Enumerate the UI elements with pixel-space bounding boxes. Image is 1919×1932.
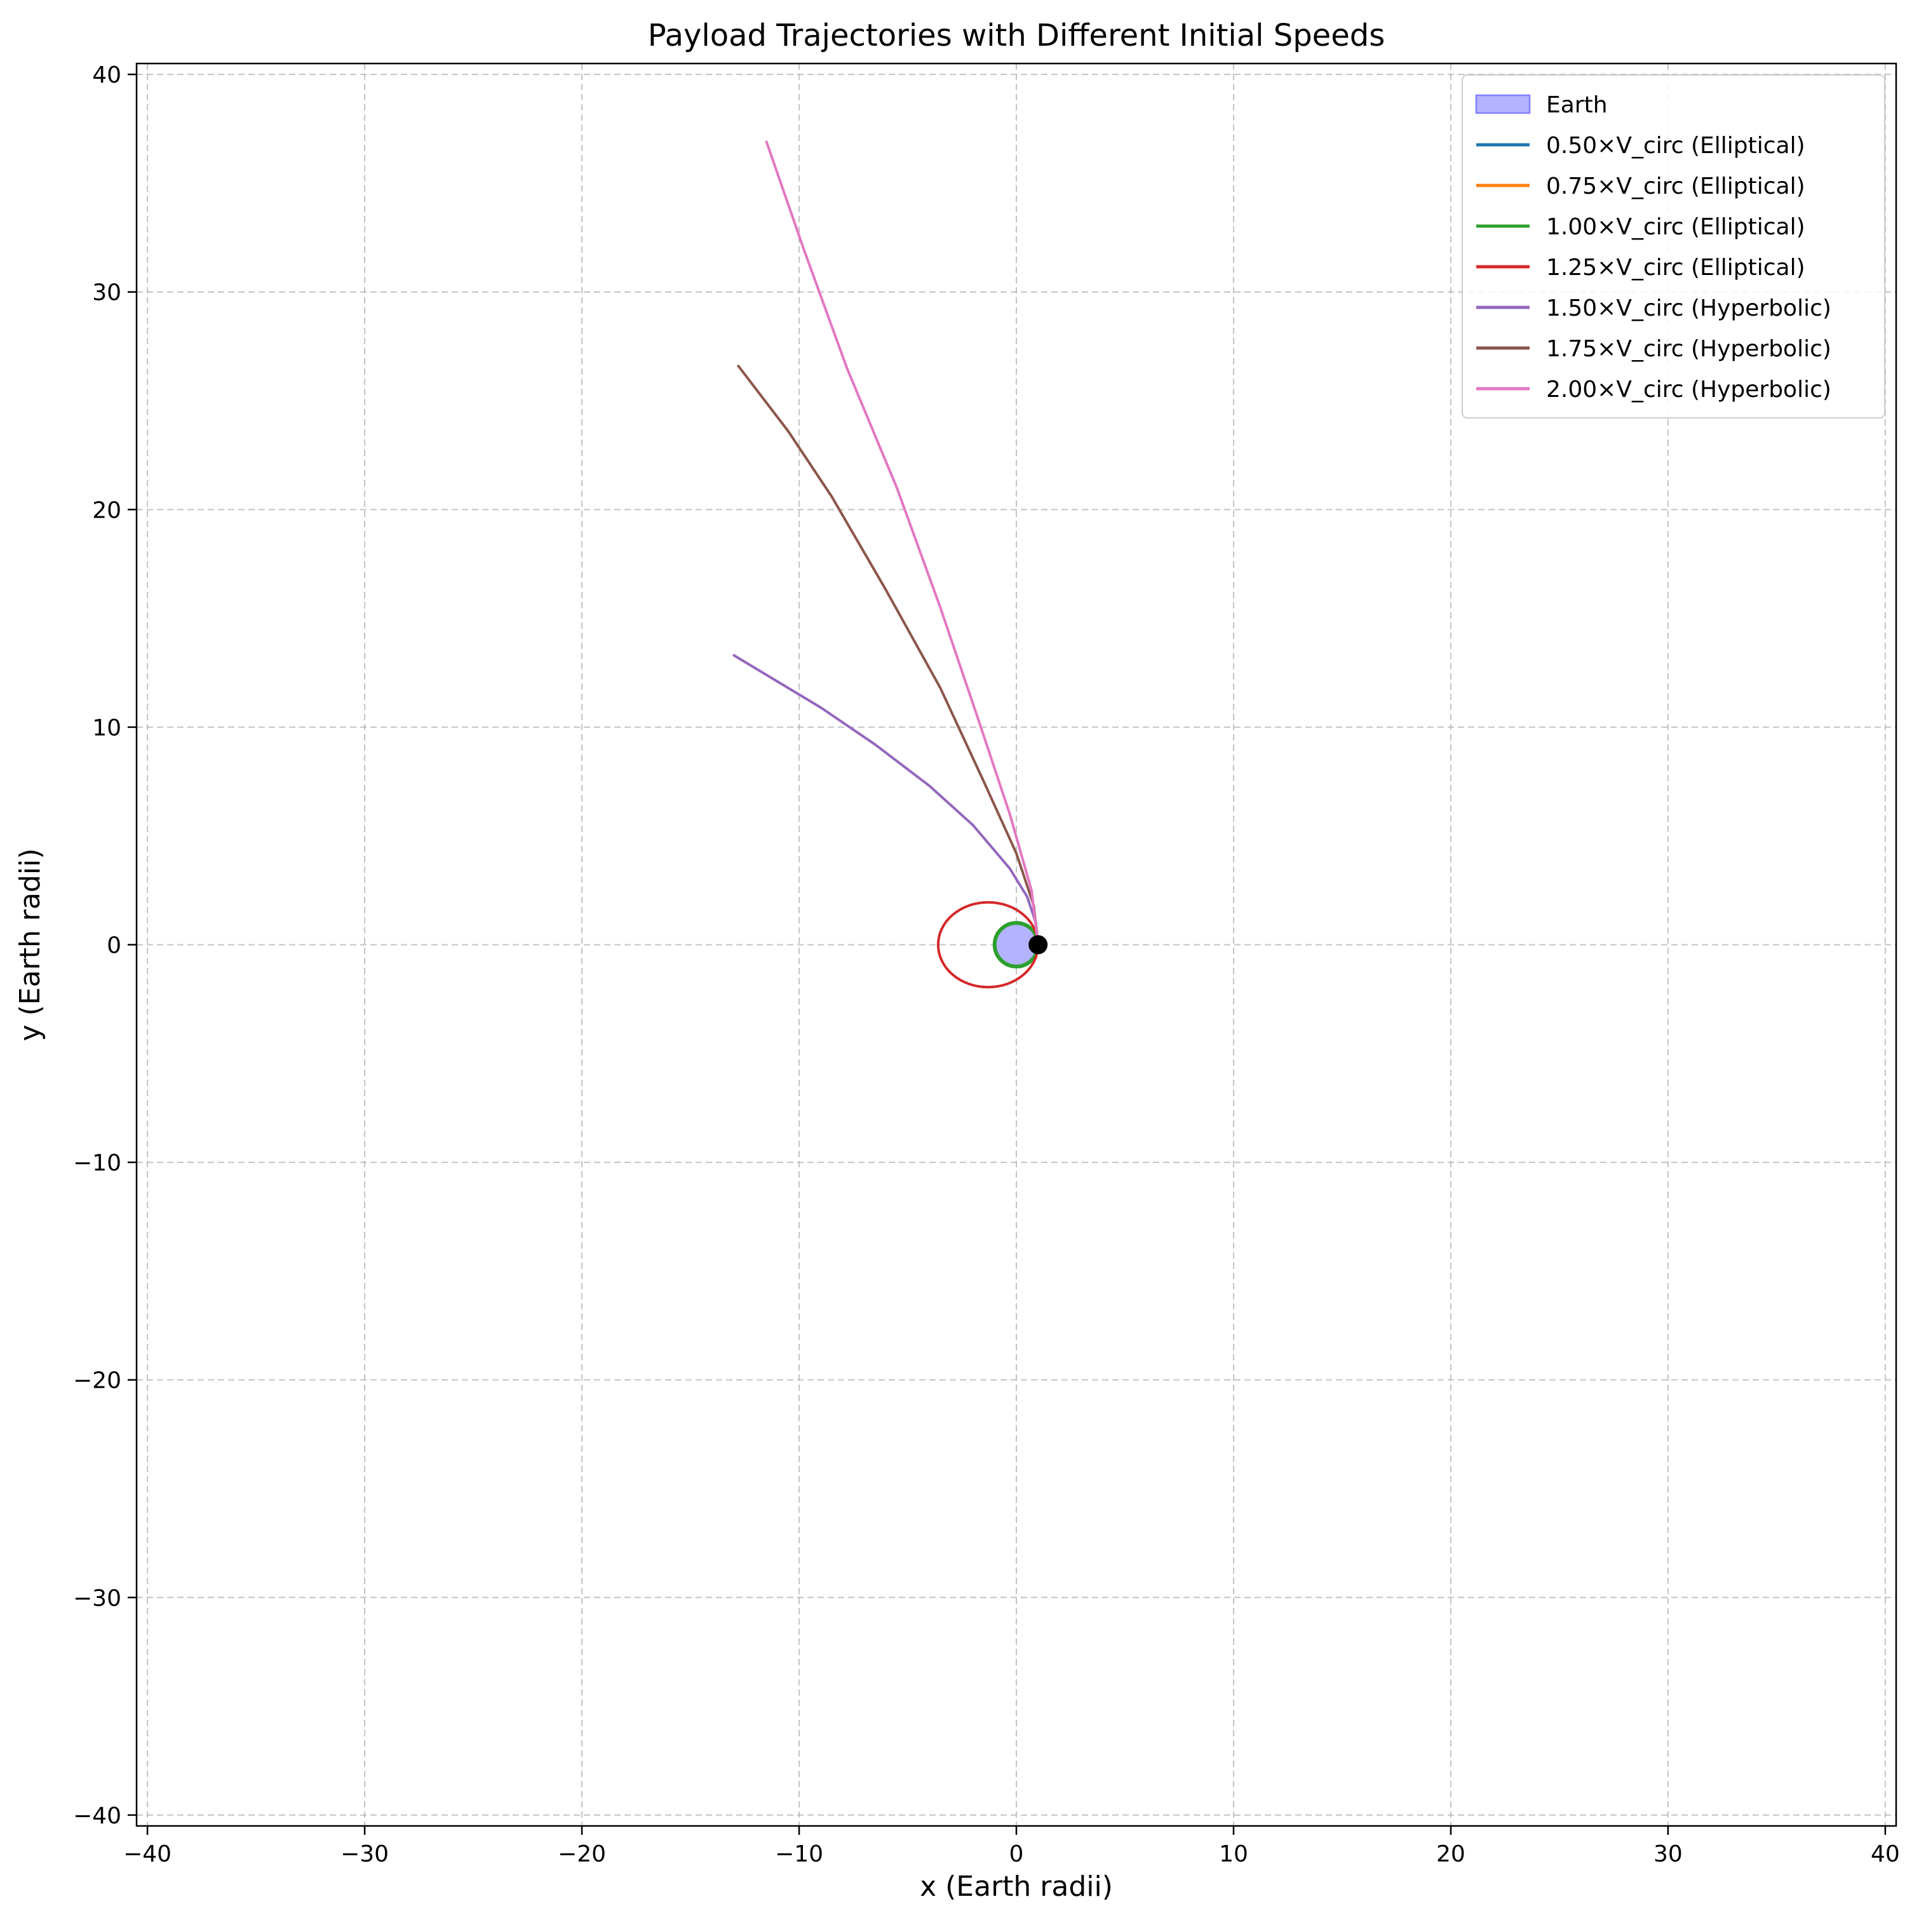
y-axis-label: y (Earth radii) (14, 849, 46, 1042)
legend-label: 1.50×V_circ (Hyperbolic) (1546, 295, 1831, 321)
x-tick-label: 10 (1219, 1841, 1248, 1867)
start-point-marker (1028, 935, 1048, 955)
x-tick-label: 30 (1653, 1841, 1683, 1867)
y-tick-label: −10 (73, 1150, 121, 1176)
x-tick-label: −20 (558, 1841, 606, 1867)
plot-area (732, 140, 1048, 989)
y-tick-label: −30 (73, 1585, 121, 1611)
legend-label: 0.75×V_circ (Elliptical) (1546, 173, 1805, 199)
trajectory-line (765, 140, 1040, 946)
legend-label: 1.00×V_circ (Elliptical) (1546, 214, 1805, 240)
x-tick-label: 20 (1436, 1841, 1465, 1867)
legend-swatch-earth (1475, 94, 1531, 114)
legend-label: Earth (1546, 92, 1608, 118)
chart-title: Payload Trajectories with Different Init… (648, 18, 1385, 53)
ticks: −40 −30 −20 −10 0 10 20 30 40 −40 −30 −20 −10 0 10 20 30… (73, 62, 1900, 1867)
legend-label: 2.00×V_circ (Hyperbolic) (1546, 377, 1831, 403)
legend-label: 0.50×V_circ (Elliptical) (1546, 133, 1805, 159)
y-tick-label: 10 (92, 715, 121, 741)
x-tick-label: −40 (123, 1841, 172, 1867)
y-tick-label: 0 (107, 933, 121, 959)
y-tick-label: −40 (73, 1803, 121, 1829)
x-axis-label: x (Earth radii) (920, 1870, 1113, 1903)
legend-label: 1.25×V_circ (Elliptical) (1546, 255, 1805, 281)
y-tick-label: 20 (92, 497, 121, 523)
y-tick-label: −20 (73, 1368, 121, 1394)
y-tick-label: 40 (92, 62, 121, 88)
y-tick-label: 30 (92, 280, 121, 306)
x-tick-label: −30 (340, 1841, 389, 1867)
x-tick-label: −10 (775, 1841, 823, 1867)
legend-box (1462, 74, 1885, 419)
x-tick-label: 40 (1871, 1841, 1900, 1867)
legend-label: 1.75×V_circ (Hyperbolic) (1546, 336, 1831, 362)
trajectory-line (732, 654, 1040, 946)
x-tick-label: 0 (1009, 1841, 1024, 1867)
legend: Earth 0.50×V_circ (Elliptical) 0.75×V_circ… (1462, 74, 1885, 419)
trajectory-line (737, 365, 1040, 946)
